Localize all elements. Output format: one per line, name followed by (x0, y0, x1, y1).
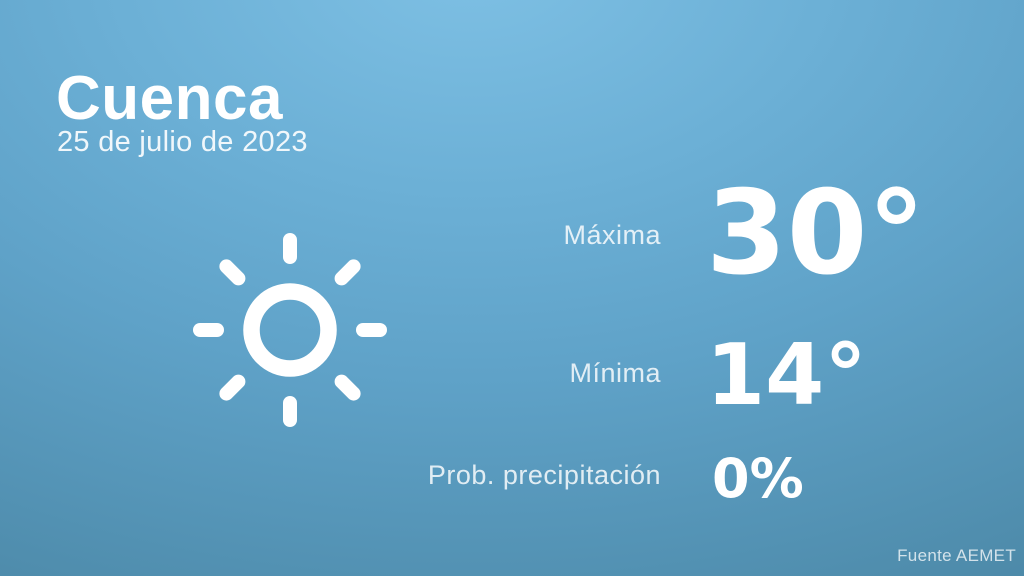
sun-icon (193, 233, 387, 427)
min-temp-value: 14° (706, 326, 867, 425)
location-title: Cuenca (56, 64, 283, 133)
precip-prob-label: Prob. precipitación (427, 460, 661, 490)
forecast-date: 25 de julio de 2023 (57, 126, 308, 158)
precip-prob-value: 0% (712, 447, 804, 510)
max-temp-value: 30° (706, 166, 926, 301)
min-temp-label: Mínima (569, 358, 661, 388)
data-source-credit: Fuente AEMET (897, 546, 1016, 565)
max-temp-label: Máxima (563, 220, 661, 250)
